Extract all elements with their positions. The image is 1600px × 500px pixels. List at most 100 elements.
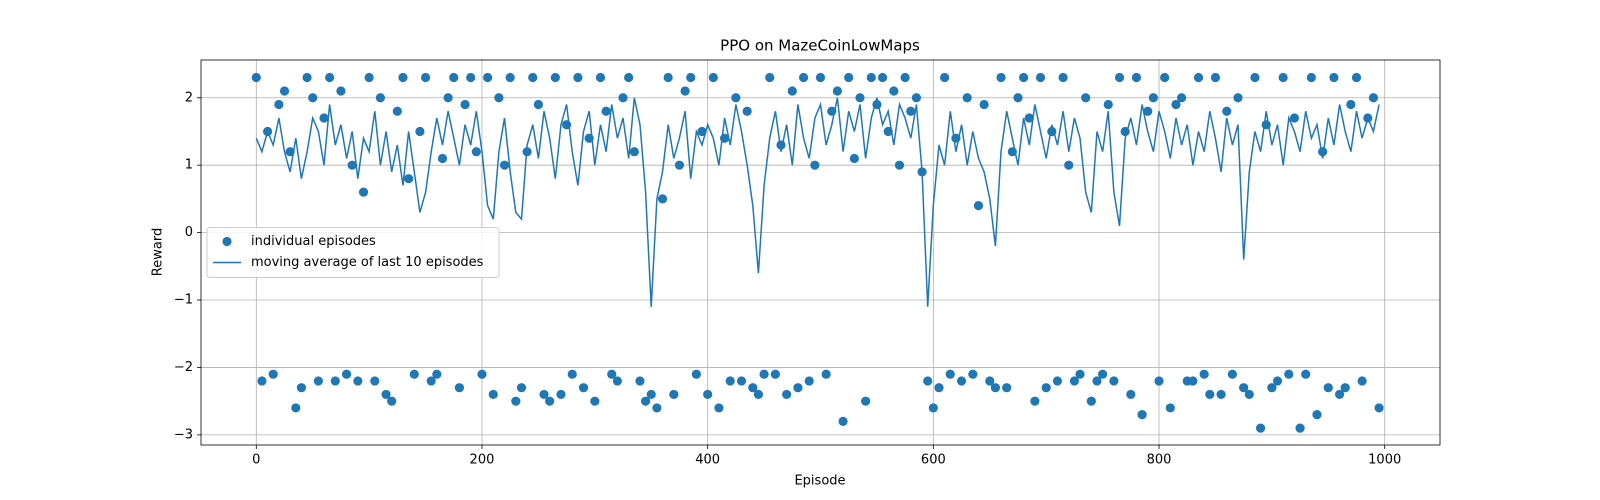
- point: [1058, 72, 1068, 83]
- point: [291, 403, 301, 413]
- point: [787, 86, 797, 96]
- point: [1103, 99, 1113, 110]
- point: [1210, 72, 1221, 83]
- point: [956, 376, 967, 386]
- point: [618, 93, 628, 103]
- point: [302, 72, 312, 83]
- point: [635, 376, 645, 386]
- y-tick-label: −1: [174, 293, 193, 308]
- point: [1295, 423, 1305, 433]
- point: [483, 72, 493, 83]
- point: [1284, 369, 1294, 379]
- point: [736, 376, 747, 386]
- point: [832, 86, 843, 96]
- point: [928, 403, 938, 413]
- point: [708, 72, 718, 83]
- point: [251, 72, 261, 83]
- point: [657, 194, 668, 204]
- point: [1306, 72, 1316, 83]
- point: [1041, 383, 1051, 393]
- point: [906, 106, 916, 116]
- point: [686, 72, 696, 83]
- point: [663, 72, 673, 83]
- point: [494, 93, 504, 103]
- point: [612, 376, 622, 386]
- point: [567, 369, 577, 379]
- point: [1098, 369, 1108, 379]
- point: [477, 369, 487, 379]
- point: [1255, 423, 1266, 433]
- point: [1272, 376, 1283, 386]
- point: [748, 383, 758, 393]
- point: [1148, 93, 1158, 103]
- point: [1278, 72, 1288, 83]
- point: [1154, 376, 1164, 386]
- legend: individual episodes moving average of las…: [206, 227, 500, 278]
- x-tick-label: 600: [921, 453, 946, 468]
- point: [398, 72, 408, 83]
- point: [443, 93, 453, 103]
- point: [669, 389, 679, 400]
- point: [460, 99, 470, 110]
- point: [844, 72, 854, 83]
- point: [1239, 383, 1249, 393]
- point: [533, 99, 543, 110]
- point: [590, 396, 600, 406]
- point: [325, 72, 335, 83]
- point: [798, 72, 809, 83]
- point: [426, 376, 436, 386]
- point: [528, 72, 538, 83]
- point: [556, 389, 566, 400]
- point: [449, 72, 459, 83]
- y-tick-label: −3: [174, 427, 193, 442]
- point: [1216, 389, 1226, 400]
- legend-label: individual episodes: [251, 234, 376, 249]
- point: [1069, 376, 1079, 386]
- point: [454, 383, 465, 393]
- point: [849, 153, 859, 164]
- point: [466, 72, 476, 83]
- point: [624, 72, 634, 83]
- point: [1323, 383, 1333, 393]
- point: [810, 160, 820, 170]
- point: [629, 147, 639, 157]
- point: [1329, 72, 1339, 83]
- point: [900, 72, 910, 83]
- point: [1109, 376, 1119, 386]
- point: [945, 369, 955, 379]
- point: [866, 72, 876, 83]
- y-tick-label: 1: [185, 158, 193, 173]
- point: [1334, 389, 1345, 400]
- y-axis-label: Reward: [151, 228, 166, 276]
- point: [550, 72, 560, 83]
- point: [381, 389, 391, 400]
- point: [1086, 396, 1096, 406]
- point: [646, 389, 656, 400]
- point: [815, 72, 826, 83]
- x-tick-label: 1000: [1368, 453, 1401, 468]
- point: [353, 376, 363, 386]
- y-tick-label: 2: [185, 90, 193, 105]
- point: [1205, 389, 1215, 400]
- point: [940, 72, 950, 83]
- point: [1081, 93, 1091, 103]
- point: [274, 99, 284, 110]
- point: [923, 376, 933, 386]
- point: [1340, 383, 1350, 393]
- point: [1374, 403, 1384, 413]
- point: [674, 160, 685, 170]
- point: [387, 396, 397, 406]
- point: [1131, 72, 1142, 83]
- point: [1301, 369, 1311, 379]
- point: [1019, 72, 1029, 83]
- point: [1143, 106, 1153, 116]
- point: [877, 72, 888, 83]
- point: [1250, 72, 1260, 83]
- line: [255, 97, 1380, 307]
- point: [1346, 99, 1356, 110]
- point: [731, 93, 741, 103]
- point: [308, 93, 318, 103]
- point: [855, 93, 865, 103]
- point: [341, 369, 352, 379]
